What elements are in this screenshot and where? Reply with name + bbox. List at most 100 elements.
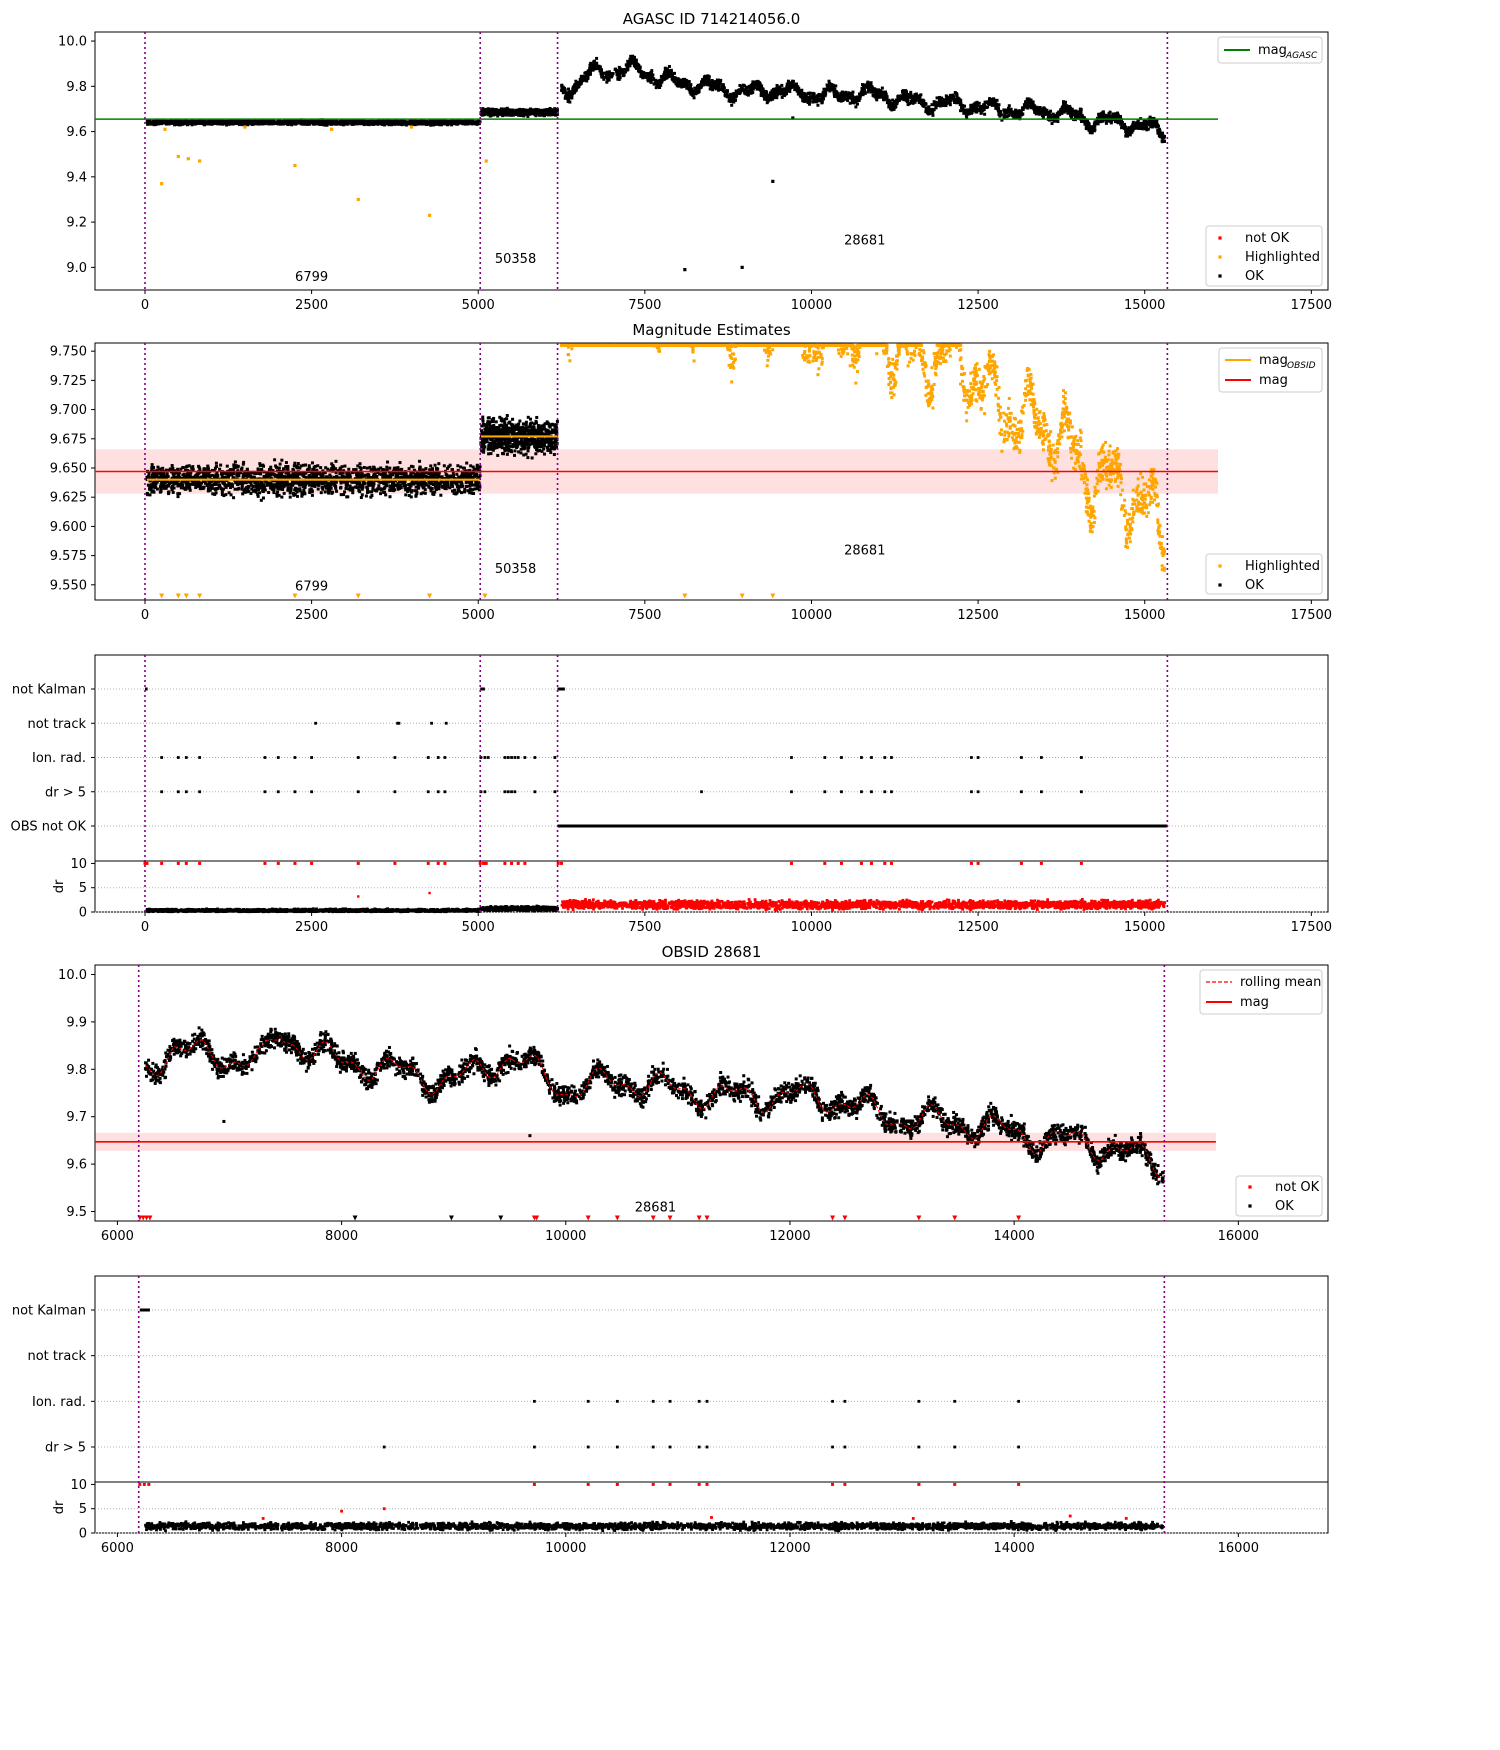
data-point	[550, 108, 554, 112]
data-point	[794, 83, 798, 87]
data-point	[1154, 120, 1158, 124]
data-point	[320, 121, 324, 125]
data-point	[974, 110, 978, 114]
data-point	[795, 89, 799, 93]
data-point	[563, 96, 567, 100]
data-point	[825, 87, 829, 91]
data-point	[1156, 125, 1160, 129]
data-point	[629, 59, 633, 63]
data-point	[215, 120, 219, 124]
data-point	[554, 108, 558, 112]
data-point	[651, 73, 655, 77]
data-point	[664, 69, 668, 73]
data-point	[588, 71, 592, 75]
data-point	[585, 72, 589, 76]
data-point	[487, 107, 491, 111]
data-point	[1096, 122, 1100, 126]
highlighted-point	[484, 159, 488, 163]
data-point	[822, 87, 826, 91]
data-point	[1063, 100, 1067, 104]
data-point	[166, 120, 170, 124]
data-point	[1131, 124, 1135, 128]
data-point	[303, 119, 307, 123]
data-point	[574, 88, 578, 92]
data-point	[202, 120, 206, 124]
data-point	[826, 84, 830, 88]
data-point	[419, 121, 423, 125]
data-point	[240, 121, 244, 125]
data-point	[388, 120, 392, 124]
data-point	[262, 120, 266, 124]
data-point	[154, 119, 158, 123]
data-point	[516, 109, 520, 113]
data-point	[307, 119, 311, 123]
data-point	[706, 82, 710, 86]
data-point	[677, 80, 681, 84]
data-point	[539, 113, 543, 117]
data-point	[506, 111, 510, 115]
data-point	[888, 104, 892, 108]
data-point	[654, 78, 658, 82]
data-point	[816, 103, 820, 107]
data-point	[695, 86, 699, 90]
data-point	[984, 101, 988, 105]
data-point	[785, 89, 789, 93]
data-point	[551, 110, 555, 114]
data-point	[221, 120, 225, 124]
data-point	[228, 121, 232, 125]
data-point	[205, 121, 209, 125]
data-point	[801, 99, 805, 102]
data-point	[1101, 110, 1105, 114]
data-point	[775, 93, 779, 97]
data-point	[293, 119, 297, 123]
data-point	[499, 108, 503, 112]
data-point	[641, 76, 645, 80]
data-point	[555, 107, 559, 111]
legend-marker	[1218, 236, 1222, 240]
data-point	[182, 120, 186, 124]
ok-point	[771, 179, 775, 183]
data-point	[955, 92, 959, 96]
data-point	[401, 122, 405, 126]
data-point	[520, 109, 524, 113]
data-point	[698, 86, 702, 90]
data-point	[1024, 102, 1028, 106]
data-point	[488, 111, 492, 115]
data-point	[599, 69, 603, 73]
data-point	[581, 78, 585, 82]
data-point	[767, 93, 771, 97]
data-point	[478, 120, 482, 124]
data-point	[566, 100, 570, 104]
data-point	[982, 104, 986, 108]
data-point	[473, 120, 477, 124]
data-point	[219, 122, 223, 126]
data-point	[181, 121, 185, 125]
data-point	[492, 109, 496, 113]
data-point	[530, 108, 534, 112]
data-point	[669, 68, 673, 72]
data-point	[973, 105, 977, 109]
data-point	[456, 121, 460, 125]
data-point	[448, 120, 452, 124]
data-point	[734, 89, 738, 93]
data-point	[820, 93, 824, 97]
data-point	[1156, 131, 1160, 135]
data-point	[995, 103, 999, 107]
data-point	[1002, 108, 1006, 112]
data-point	[176, 122, 180, 126]
data-point	[595, 66, 599, 70]
data-point	[725, 94, 729, 98]
data-point	[930, 111, 934, 115]
data-point	[505, 106, 509, 110]
data-point	[574, 79, 578, 83]
data-point	[284, 121, 288, 125]
data-point	[233, 460, 237, 464]
data-point	[940, 96, 944, 100]
data-point	[733, 98, 737, 102]
data-point	[236, 121, 240, 125]
data-point	[1101, 114, 1105, 118]
data-point	[318, 122, 322, 126]
data-point	[776, 88, 780, 92]
data-point	[412, 119, 416, 123]
data-point	[151, 122, 155, 126]
